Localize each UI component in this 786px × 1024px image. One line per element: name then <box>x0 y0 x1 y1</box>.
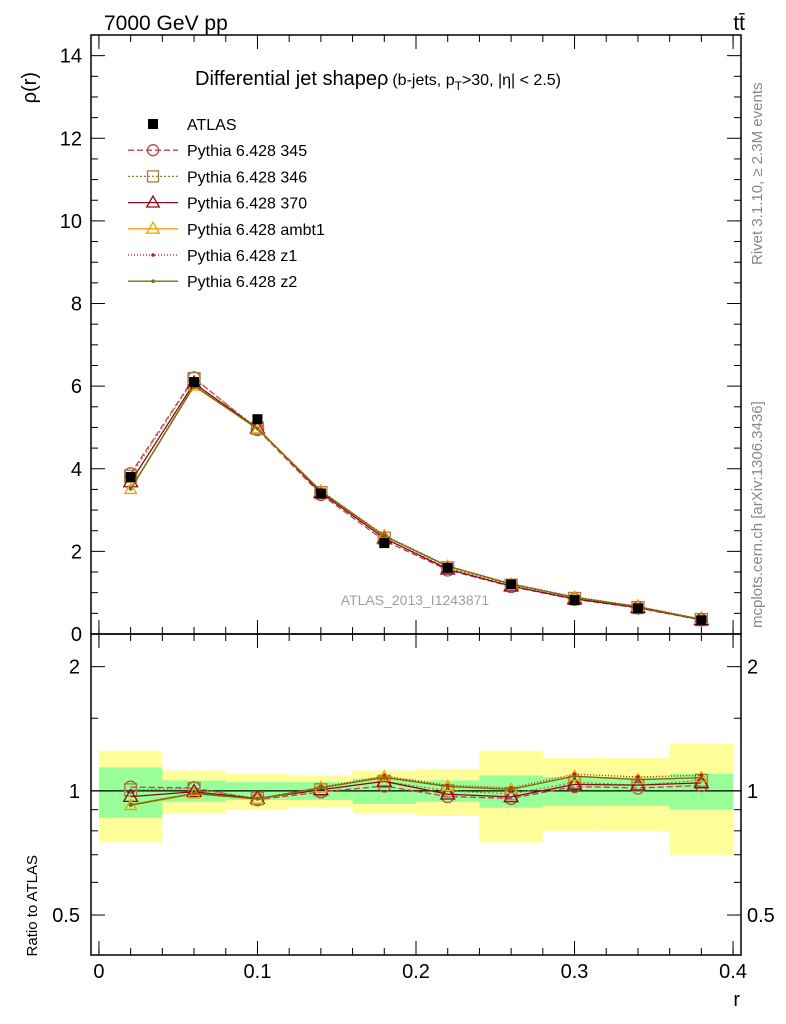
series-layer <box>122 371 710 811</box>
ratio-point <box>694 770 709 783</box>
legend-label: Pythia 6.428 ambt1 <box>187 222 325 239</box>
ratio-point <box>128 803 133 807</box>
data-point <box>315 488 326 499</box>
title-sub-sub: T <box>455 79 463 93</box>
ratio-point <box>187 786 201 799</box>
ratio-bands <box>98 743 734 855</box>
ratio-point <box>503 788 520 803</box>
y-tick-label: 8 <box>71 294 82 316</box>
data-point <box>696 615 707 626</box>
series-line <box>130 384 702 620</box>
ratio-point <box>192 791 196 796</box>
ratio-point <box>319 785 323 790</box>
band-inner <box>479 775 543 808</box>
legend-marker <box>148 119 158 129</box>
y-tick-label: 6 <box>71 376 82 398</box>
y-tick-label: 2 <box>71 541 82 563</box>
title-sub-rest: >30, |η| < 2.5) <box>462 72 561 89</box>
series-line <box>130 384 702 620</box>
legend-label: Pythia 6.428 345 <box>187 143 307 160</box>
legend-label: Pythia 6.428 z2 <box>187 274 297 291</box>
ratio-point <box>509 787 513 792</box>
ratio-tick-label: 0.5 <box>52 905 80 927</box>
series-point <box>382 534 387 538</box>
ratio-tick-label: 1 <box>69 781 80 803</box>
ratio-line <box>130 775 702 806</box>
energy-label: 7000 GeV pp <box>104 12 228 35</box>
y-tick-label: 14 <box>60 46 82 68</box>
y-tick-label: 4 <box>71 459 82 481</box>
analysis-watermark: ATLAS_2013_I1243871 <box>341 592 490 608</box>
ratio-tick-label-right: 0.5 <box>747 905 775 927</box>
series-point <box>255 426 260 431</box>
series-point <box>250 421 265 434</box>
ratio-line <box>130 780 702 800</box>
ratio-point <box>123 783 138 797</box>
x-axis-title: r <box>733 989 740 1011</box>
ratio-point <box>572 774 577 778</box>
ratio-point <box>636 775 640 779</box>
legend-marker <box>151 253 155 257</box>
ratio-point <box>699 773 704 778</box>
y-axis-title-bottom: Ratio to ATLAS <box>24 855 41 956</box>
ratio-point <box>566 775 583 790</box>
x-tick-label: 0 <box>93 961 104 983</box>
series-line <box>130 385 702 620</box>
y-tick-label: 10 <box>60 211 82 233</box>
ratio-point <box>186 783 203 798</box>
ratio-point <box>439 785 456 800</box>
legend-marker <box>145 220 161 234</box>
data-point <box>442 562 453 573</box>
data-point <box>189 377 200 388</box>
ratio-tick-label-right: 2 <box>747 657 758 679</box>
ratio-point <box>255 797 260 801</box>
legend-label: Pythia 6.428 370 <box>187 196 307 213</box>
ratio-point <box>382 775 387 780</box>
y-tick-label: 12 <box>60 128 82 150</box>
x-tick-label: 0.2 <box>402 961 430 983</box>
data-point <box>506 579 517 590</box>
legend-marker <box>146 144 160 157</box>
x-tick-label: 0.4 <box>719 961 747 983</box>
data-point <box>379 538 390 549</box>
legend-label: ATLAS <box>187 117 237 134</box>
series-line <box>130 376 702 621</box>
y-tick-label: 0 <box>71 624 82 646</box>
series-line <box>130 377 702 621</box>
series-line <box>130 382 702 621</box>
rivet-label: Rivet 3.1.10, ≥ 2.3M events <box>749 83 766 266</box>
data-point <box>569 595 580 606</box>
process-label: tt̄ <box>733 12 745 35</box>
legend: ATLAS Pythia 6.428 345 Pythia 6.428 346 Pyt… <box>128 117 325 291</box>
ratio-point <box>567 768 582 781</box>
ratio-line <box>130 784 702 801</box>
legend-marker <box>146 170 160 183</box>
mcplots-label: mcplots.cern.ch [arXiv:1306.3436] <box>749 401 766 628</box>
chart-title: Differential jet shapeρ (b-jets, pT>30, |… <box>195 68 561 93</box>
ratio-tick-label: 2 <box>69 657 80 679</box>
ratio-point <box>699 775 704 780</box>
legend-label: Pythia 6.428 346 <box>187 169 307 186</box>
ratio-point <box>377 769 392 782</box>
title-main: Differential jet shapeρ <box>195 68 388 90</box>
data-point <box>125 472 136 483</box>
ratio-point <box>122 788 139 803</box>
y-axis-title-top: ρ(r) <box>19 72 41 103</box>
ratio-point <box>631 772 645 785</box>
ratio-point <box>636 777 640 782</box>
ratio-point <box>445 784 450 789</box>
ratio-tick-label-right: 1 <box>747 781 758 803</box>
data-point <box>252 414 263 425</box>
legend-label: Pythia 6.428 z1 <box>187 248 297 265</box>
legend-marker <box>151 279 155 284</box>
data-point <box>632 603 643 614</box>
x-tick-label: 0.1 <box>244 961 272 983</box>
series-point <box>123 482 138 495</box>
title-sub: (b-jets, p <box>392 72 454 89</box>
legend-marker <box>145 194 161 208</box>
x-tick-label: 0.3 <box>561 961 589 983</box>
series-point <box>128 487 133 491</box>
